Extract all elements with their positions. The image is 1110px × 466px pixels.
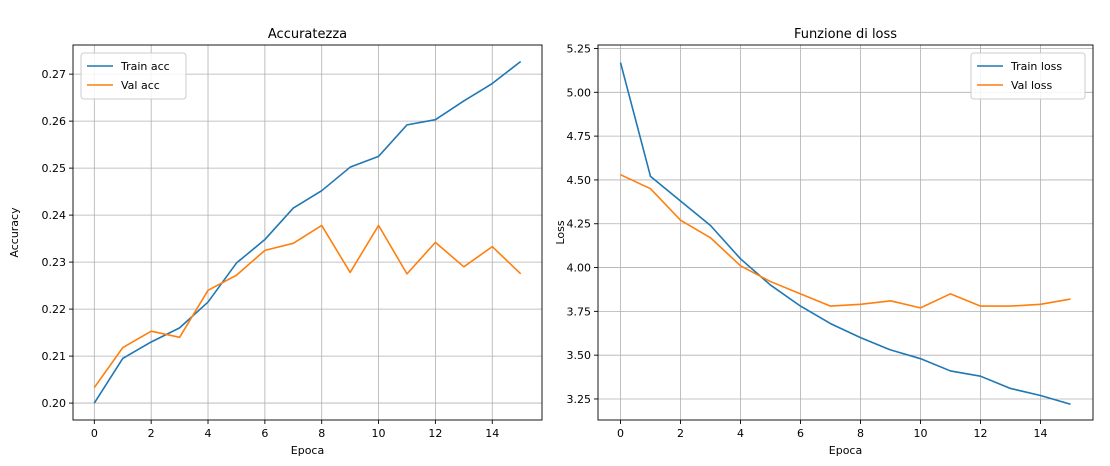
x-tick-label: 12 bbox=[974, 427, 988, 440]
y-tick-label: 0.23 bbox=[42, 256, 67, 269]
x-tick-label: 2 bbox=[677, 427, 684, 440]
y-tick-label: 5.00 bbox=[567, 86, 592, 99]
x-tick-label: 4 bbox=[205, 427, 212, 440]
y-tick-label: 4.00 bbox=[567, 262, 592, 275]
series-line-train-acc bbox=[93, 60, 522, 404]
y-tick-label: 0.21 bbox=[42, 350, 67, 363]
y-tick-label: 0.22 bbox=[42, 303, 67, 316]
axes-frame bbox=[597, 44, 1094, 421]
y-tick-label: 0.25 bbox=[42, 162, 67, 175]
legend-label: Train acc bbox=[120, 60, 170, 73]
series-line-train-loss bbox=[619, 62, 1071, 405]
y-tick-label: 4.75 bbox=[567, 130, 592, 143]
x-tick-label: 6 bbox=[797, 427, 804, 440]
x-tick-label: 2 bbox=[148, 427, 155, 440]
y-tick-label: 3.75 bbox=[567, 305, 592, 318]
y-tick-label: 4.25 bbox=[567, 218, 592, 231]
chart-panel-1: 0 2 4 6 8 10 12 14 3.25 3.50 3.75 4.00 4.25 4.50 4.75 5… bbox=[554, 27, 1094, 457]
series-line-val-loss bbox=[620, 173, 1071, 309]
chart-title: Funzione di loss bbox=[794, 27, 897, 42]
x-tick-label: 10 bbox=[372, 427, 386, 440]
series-line-val-acc bbox=[93, 224, 522, 389]
x-tick-label: 14 bbox=[485, 427, 499, 440]
legend: Train acc Val acc bbox=[80, 52, 187, 100]
legend-label: Val loss bbox=[1011, 79, 1052, 92]
y-tick-label: 5.25 bbox=[567, 43, 592, 56]
legend: Train loss Val loss bbox=[970, 52, 1086, 100]
legend-label: Val acc bbox=[121, 79, 160, 92]
y-axis-label: Accuracy bbox=[8, 207, 21, 258]
chart-panel-0: 0 2 4 6 8 10 12 14 0.20 0.21 0.22 0.23 0.24 0.25 0.26 0… bbox=[8, 27, 543, 457]
x-tick-label: 0 bbox=[617, 427, 624, 440]
x-tick-label: 4 bbox=[737, 427, 744, 440]
y-tick-label: 3.50 bbox=[567, 349, 592, 362]
axes-frame bbox=[72, 44, 543, 421]
x-tick-label: 6 bbox=[261, 427, 268, 440]
x-tick-label: 8 bbox=[857, 427, 864, 440]
x-tick-label: 12 bbox=[428, 427, 442, 440]
x-tick-label: 14 bbox=[1034, 427, 1048, 440]
x-tick-label: 10 bbox=[914, 427, 928, 440]
x-tick-label: 0 bbox=[91, 427, 98, 440]
y-tick-label: 3.25 bbox=[567, 393, 592, 406]
legend-label: Train loss bbox=[1010, 60, 1062, 73]
legend-box bbox=[80, 52, 187, 100]
x-axis-label: Epoca bbox=[829, 444, 862, 457]
x-tick-label: 8 bbox=[318, 427, 325, 440]
y-axis-label: Loss bbox=[554, 220, 567, 244]
y-tick-label: 0.26 bbox=[42, 115, 67, 128]
y-tick-label: 4.50 bbox=[567, 174, 592, 187]
y-tick-label: 0.24 bbox=[42, 209, 67, 222]
y-tick-label: 0.20 bbox=[42, 397, 67, 410]
chart-title: Accuratezza bbox=[268, 27, 347, 42]
legend-box bbox=[970, 52, 1086, 100]
x-axis-label: Epoca bbox=[291, 444, 324, 457]
y-tick-label: 0.27 bbox=[42, 68, 67, 81]
